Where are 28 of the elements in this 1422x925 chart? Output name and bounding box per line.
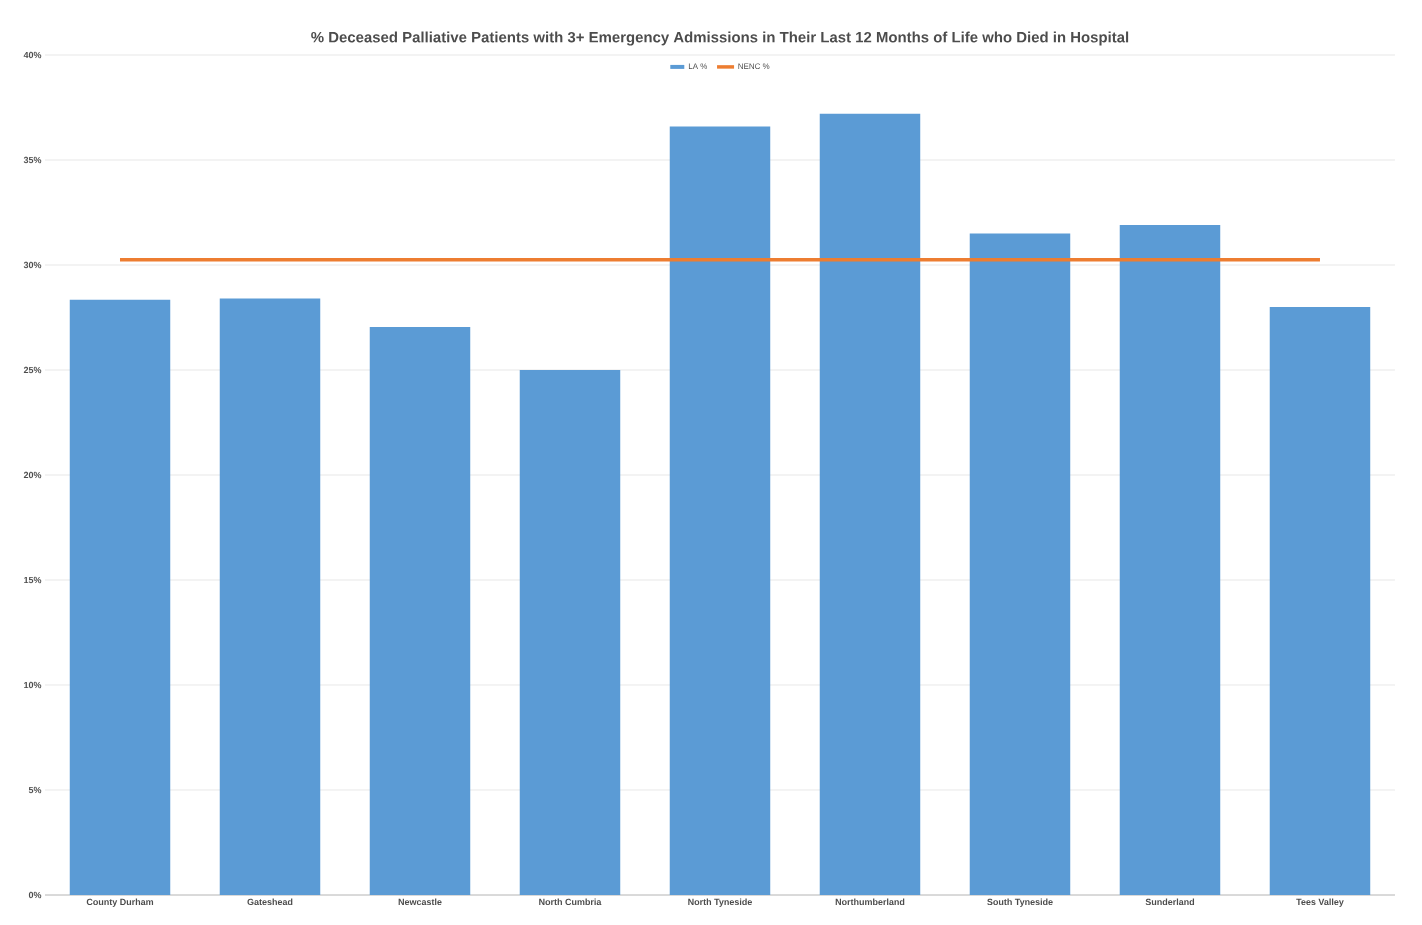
bar	[969, 233, 1071, 895]
x-tick-label: Gateshead	[247, 898, 293, 906]
x-tick-label: South Tyneside	[987, 898, 1053, 907]
bar	[669, 126, 771, 895]
y-tick-label: 30%	[23, 261, 42, 269]
y-tick-label: 10%	[24, 681, 42, 689]
y-tick-label: 40%	[23, 51, 42, 59]
y-tick-label: 5%	[28, 786, 42, 794]
x-tick-label: Newcastle	[398, 898, 442, 906]
y-tick-label: 15%	[24, 576, 42, 584]
bar	[69, 299, 171, 895]
x-tick-label: Sunderland	[1145, 898, 1195, 906]
y-tick-label: 35%	[23, 156, 42, 164]
bar	[219, 298, 321, 895]
x-tick-label: Northumberland	[835, 898, 905, 906]
y-tick-label: 25%	[23, 366, 42, 374]
y-tick-label: 0%	[28, 891, 42, 899]
x-tick-label: North Tyneside	[688, 898, 752, 907]
x-tick-label: North Cumbria	[539, 898, 602, 906]
bar	[369, 326, 471, 895]
y-tick-label: 20%	[23, 471, 42, 479]
bar	[1269, 307, 1371, 895]
bar	[1119, 225, 1221, 895]
x-tick-label: County Durham	[86, 898, 154, 907]
bar	[519, 370, 621, 895]
bar	[819, 113, 921, 895]
chart-title: % Deceased Palliative Patients with 3+ Emergency Admissions in Their Last 12 Months of Life who Died in Hospital	[311, 31, 1129, 46]
x-tick-label: Tees Valley	[1296, 898, 1344, 907]
